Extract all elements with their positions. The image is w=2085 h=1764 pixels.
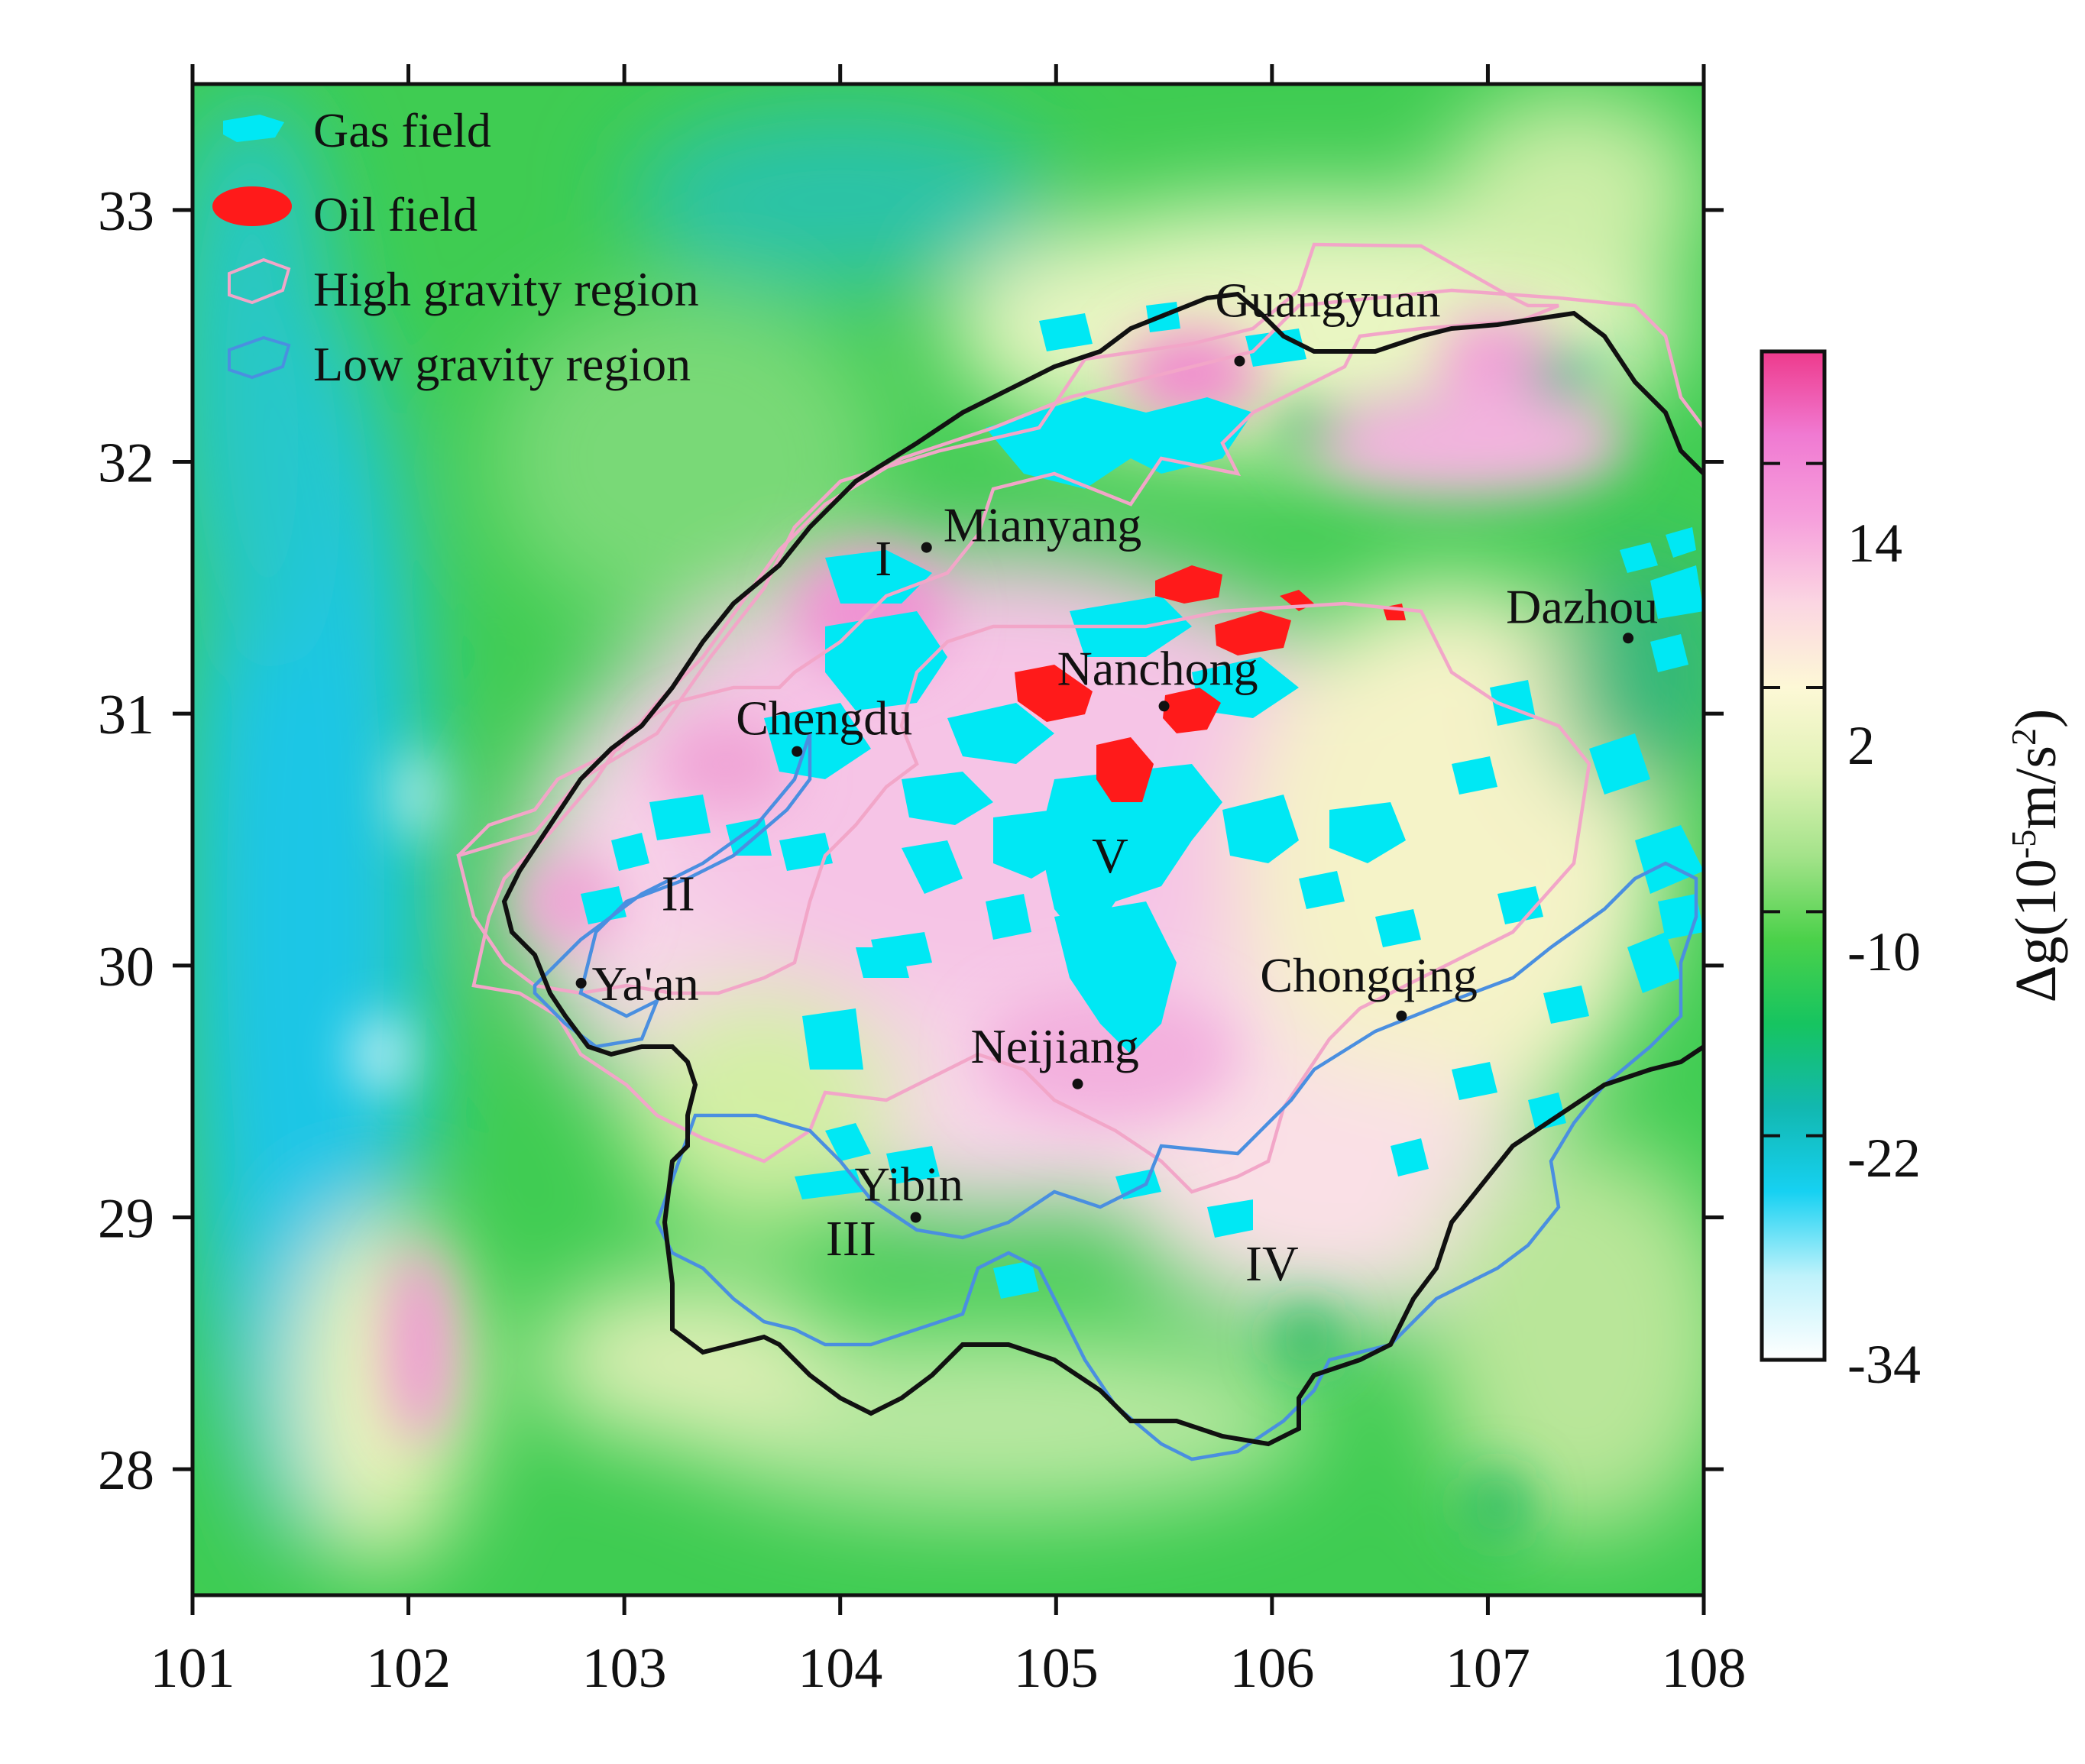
- legend-label: Oil field: [313, 187, 478, 241]
- x-tick-label: 104: [798, 1637, 882, 1700]
- y-tick-label: 29: [98, 1188, 154, 1251]
- colorbar-tick-label: 14: [1847, 513, 1902, 574]
- legend-label: High gravity region: [313, 262, 699, 316]
- basin-boundary: [501, 291, 1704, 1447]
- colorbar-title: Δg(10-5m/s2): [2004, 709, 2068, 1003]
- legend-item-high-gravity: High gravity region: [228, 257, 699, 316]
- axis-ticks: [173, 64, 1724, 1615]
- city-dot: [1396, 1010, 1407, 1021]
- legend-item-gas-field: Gas field: [223, 103, 491, 157]
- y-tick-label: 32: [98, 432, 154, 495]
- x-tick-label: 105: [1014, 1637, 1099, 1700]
- colorbar: 14 2 -10 -22 -34 Δg(10-5m/s2): [1760, 349, 2068, 1395]
- oil-field-swatch-icon: [212, 186, 292, 226]
- gas-fields: [581, 302, 1704, 1299]
- city-markers: Guangyuan Mianyang Dazhou Nanchong Chengdu Ya…: [575, 274, 1658, 1223]
- gravity-field-background: [193, 84, 1704, 1595]
- x-tick-label: 107: [1446, 1637, 1530, 1700]
- colorbar-tick-label: -10: [1847, 921, 1921, 982]
- legend-label: Low gravity region: [313, 337, 691, 391]
- plot-frame: [190, 82, 1706, 1597]
- x-tick-label: 106: [1229, 1637, 1314, 1700]
- region-label: II: [662, 866, 695, 921]
- city-dot: [921, 542, 932, 553]
- legend-item-low-gravity: Low gravity region: [228, 335, 691, 391]
- city-dot: [1623, 633, 1634, 644]
- y-tick-label: 31: [98, 684, 154, 746]
- y-tick-label: 28: [98, 1439, 154, 1502]
- x-axis-labels: 101 102 103 104 105 106 107 108: [151, 1637, 1747, 1700]
- city-dot: [1072, 1078, 1083, 1089]
- city-label: Mianyang: [944, 498, 1142, 552]
- colorbar-tick-label: 2: [1847, 715, 1875, 776]
- y-tick-label: 30: [98, 936, 154, 999]
- city-label: Nanchong: [1057, 641, 1258, 695]
- city-label: Dazhou: [1506, 579, 1658, 633]
- region-label: I: [875, 531, 892, 587]
- x-tick-label: 102: [366, 1637, 451, 1700]
- city-label: Ya'an: [592, 956, 699, 1011]
- colorbar-ticks: [1762, 461, 1824, 1361]
- x-tick-label: 108: [1662, 1637, 1747, 1700]
- city-dot: [1234, 355, 1245, 367]
- y-tick-label: 33: [98, 180, 154, 243]
- low-gravity-region: [533, 733, 1698, 1461]
- gas-field-swatch-icon: [223, 115, 284, 142]
- city-label: Chongqing: [1260, 948, 1477, 1002]
- high-gravity-region: [456, 242, 1704, 1194]
- city-dot: [792, 746, 803, 757]
- region-label: IV: [1245, 1236, 1299, 1292]
- city-label: Guangyuan: [1215, 274, 1440, 328]
- x-tick-label: 101: [151, 1637, 235, 1700]
- legend-label: Gas field: [313, 103, 491, 157]
- city-dot: [1158, 701, 1170, 712]
- city-dot: [575, 977, 587, 989]
- colorbar-tick-label: -22: [1847, 1128, 1921, 1189]
- colorbar-tick-label: -34: [1847, 1334, 1921, 1395]
- city-label: Neijiang: [971, 1019, 1139, 1073]
- city-label: Chengdu: [736, 691, 912, 746]
- city-label: Yibin: [855, 1157, 963, 1212]
- low-gravity-swatch-icon: [228, 335, 291, 380]
- city-dot: [910, 1212, 921, 1223]
- colorbar-scale: [1760, 349, 1827, 1362]
- region-label: III: [826, 1211, 876, 1267]
- high-gravity-swatch-icon: [228, 257, 291, 305]
- legend: Gas field Oil field High gravity region …: [212, 103, 699, 391]
- region-label: V: [1092, 828, 1128, 884]
- x-tick-label: 103: [582, 1637, 667, 1700]
- legend-item-oil-field: Oil field: [212, 186, 478, 241]
- y-axis-labels: 33 32 31 30 29 28: [98, 180, 154, 1502]
